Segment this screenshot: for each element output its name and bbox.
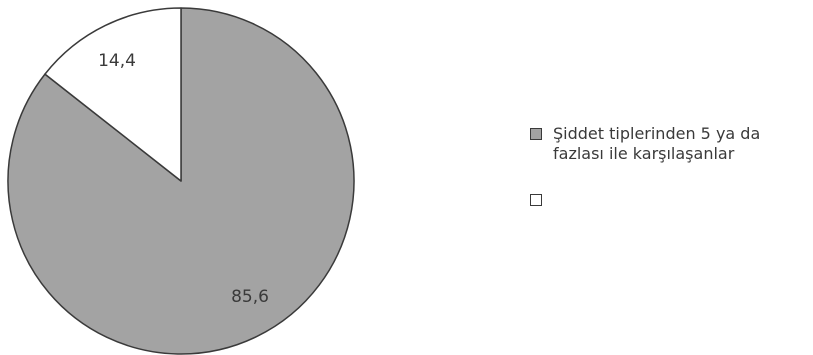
legend-item-2: [530, 190, 810, 206]
pie-slice-2: [44, 7, 182, 182]
slice-label-2: 14,4: [98, 51, 136, 71]
legend-swatch-1: [530, 128, 542, 140]
slice-label-1: 85,6: [231, 287, 269, 307]
legend-swatch-2: [530, 194, 542, 206]
legend: Şiddet tiplerinden 5 ya da fazlası ile k…: [530, 124, 810, 232]
legend-label-1: Şiddet tiplerinden 5 ya da fazlası ile k…: [553, 124, 761, 163]
legend-item-1: Şiddet tiplerinden 5 ya da fazlası ile k…: [530, 124, 810, 164]
